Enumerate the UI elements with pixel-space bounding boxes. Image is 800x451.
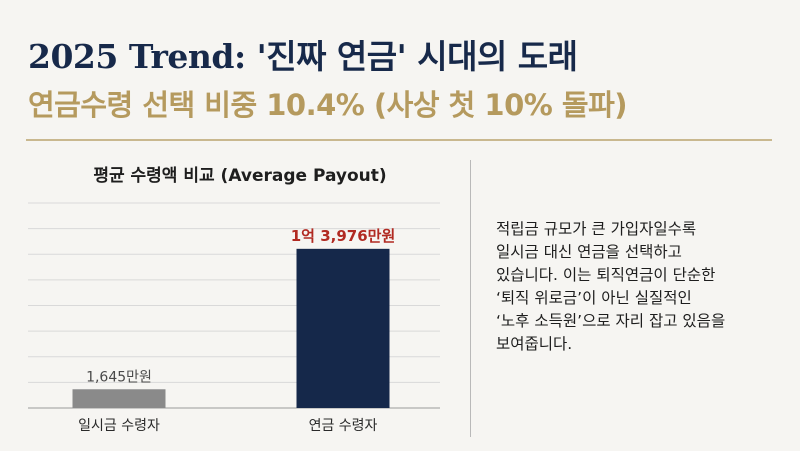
header-divider (26, 139, 772, 141)
data-label: 1억 3,976만원 (291, 227, 396, 245)
bar (72, 389, 166, 408)
description-line: 있습니다. 이는 퇴직연금이 단순한 (496, 266, 716, 284)
page-subtitle: 연금수령 선택 비중 10.4% (사상 첫 10% 돌파) (28, 88, 628, 122)
description-line: 적립금 규모가 큰 가입자일수록 (496, 220, 697, 238)
description-line: ‘퇴직 위로금’이 아닌 실질적인 (496, 289, 692, 307)
description-line: 일시금 대신 연금을 선택하고 (496, 243, 682, 261)
description-line: 보여줍니다. (496, 335, 573, 353)
category-label: 일시금 수령자 (78, 418, 160, 434)
page-title: 2025 Trend: '진짜 연금' 시대의 도래 (28, 37, 578, 76)
description-text: 적립금 규모가 큰 가입자일수록 일시금 대신 연금을 선택하고 있습니다. 이… (496, 218, 776, 356)
chart-title: 평균 수령액 비교 (Average Payout) (93, 166, 387, 186)
description-line: ‘노후 소득원’으로 자리 잡고 있음을 (496, 312, 726, 330)
bar (296, 248, 390, 408)
category-label: 연금 수령자 (309, 418, 378, 434)
vertical-divider (470, 160, 471, 437)
data-label: 1,645만원 (86, 369, 152, 385)
